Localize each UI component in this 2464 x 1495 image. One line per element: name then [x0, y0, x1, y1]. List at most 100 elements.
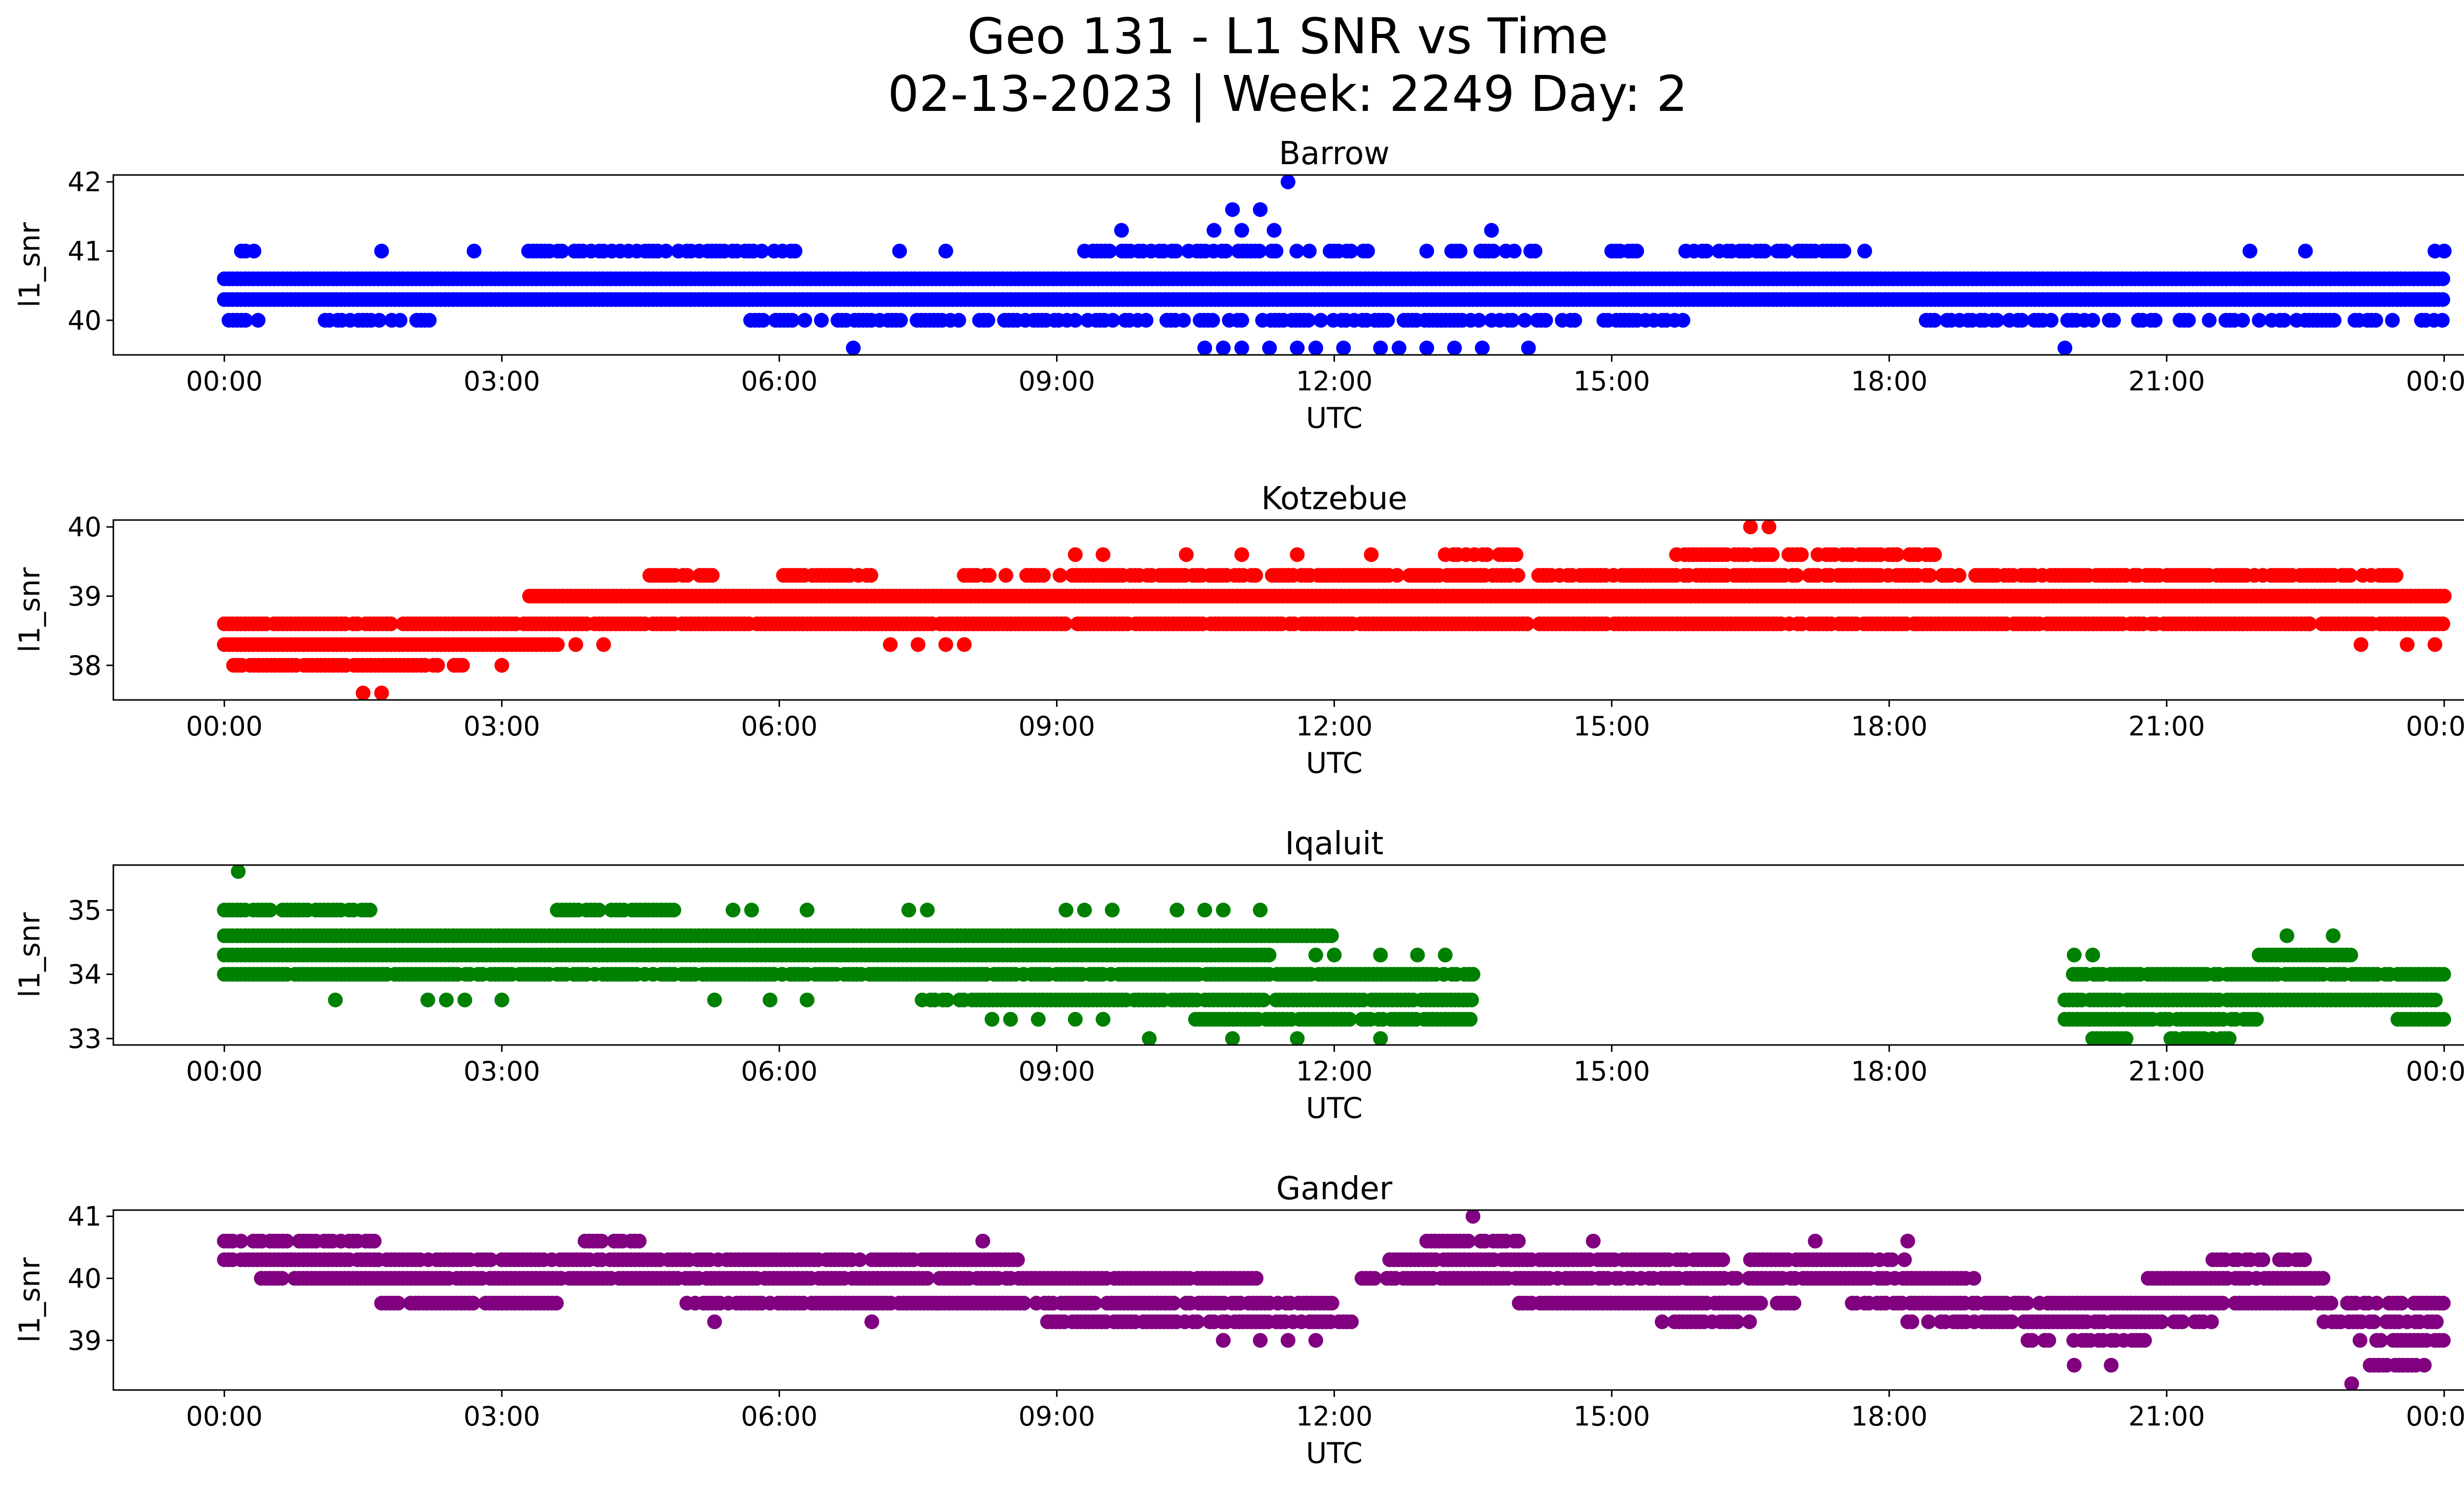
chart-0-point — [1989, 313, 2005, 328]
chart-0-point — [1699, 243, 1714, 259]
chart-0-point — [2436, 243, 2452, 259]
chart-1-xtick-label: 06:00 — [741, 711, 818, 742]
chart-1-point — [383, 616, 399, 631]
chart-0-ylabel: l1_snr — [13, 222, 46, 308]
chart-0-point — [2148, 313, 2163, 328]
chart-3-point — [594, 1233, 609, 1249]
chart-0-point — [1336, 341, 1351, 355]
chart-1-xtick-label: 12:00 — [1296, 711, 1373, 742]
chart-0-point — [1253, 202, 1268, 217]
chart-2-xtick-label: 09:00 — [1019, 1056, 1095, 1087]
chart-1-point — [957, 637, 972, 652]
chart-0-xtick-label: 09:00 — [1019, 366, 1095, 397]
chart-1-xtick-label: 00:00 — [2406, 711, 2464, 742]
chart-2-point — [2119, 1031, 2134, 1045]
chart-1-point — [910, 637, 925, 652]
chart-0-point — [658, 243, 674, 259]
chart-2-point — [1142, 1031, 1157, 1045]
chart-1-point — [1794, 547, 1809, 562]
chart-0-point — [1527, 243, 1542, 259]
chart-0-point — [1419, 243, 1435, 259]
chart-0-point — [2085, 313, 2100, 328]
chart-2-point — [591, 903, 607, 918]
chart-1-point — [2353, 637, 2368, 652]
chart-0-point — [1472, 313, 1487, 328]
chart-0-points — [217, 175, 2452, 355]
chart-0-point — [1447, 341, 1462, 355]
chart-1-point — [1927, 547, 1942, 562]
chart-0-point — [2435, 313, 2450, 328]
chart-2-point — [1466, 967, 1480, 982]
chart-0-point — [1234, 223, 1249, 238]
chart-0-title: Barrow — [1279, 136, 1390, 172]
chart-0-point — [1197, 341, 1212, 355]
chart-0-point — [1538, 313, 1553, 328]
chart-0-point — [1176, 313, 1191, 328]
chart-0-ytick-label: 40 — [68, 305, 102, 336]
chart-3-point — [279, 1233, 294, 1249]
chart-2-xtick-label: 06:00 — [741, 1056, 818, 1087]
chart-1-point — [494, 658, 510, 673]
chart-0-point — [1289, 243, 1304, 259]
chart-2-ytick-label: 34 — [68, 959, 102, 990]
chart-0-point — [1102, 243, 1117, 259]
figure-title-line2: 02-13-2023 | Week: 2249 Day: 2 — [888, 65, 1687, 123]
chart-2-point — [1095, 1011, 1111, 1027]
chart-1-point — [355, 686, 371, 700]
chart-2-point — [1463, 1011, 1478, 1027]
chart-1-point — [1390, 568, 1405, 583]
chart-3-point — [1715, 1252, 1730, 1267]
chart-0-point — [422, 313, 437, 328]
chart-1-point — [2389, 568, 2404, 583]
chart-2-point — [799, 992, 815, 1008]
chart-0-point — [1168, 243, 1184, 259]
chart-0-xtick-label: 06:00 — [741, 366, 818, 397]
chart-1-point — [982, 568, 997, 583]
chart-2-xtick-label: 15:00 — [1574, 1056, 1650, 1087]
chart-0-ytick-label: 42 — [68, 167, 102, 198]
chart-0-xtick-label: 00:00 — [186, 366, 263, 397]
chart-2-xtick-label: 00:00 — [186, 1056, 263, 1087]
chart-2-point — [920, 903, 935, 918]
chart-1-point — [1889, 547, 1905, 562]
chart-3-point — [1729, 1271, 1744, 1286]
chart-2-xtick-label: 18:00 — [1851, 1056, 1928, 1087]
chart-0-point — [246, 243, 262, 259]
chart-0-point — [2181, 313, 2196, 328]
chart-1-point — [938, 637, 954, 652]
chart-2-point — [420, 992, 436, 1008]
chart-0-point — [1300, 313, 1316, 328]
chart-3-point — [632, 1233, 647, 1249]
chart-0-point — [1629, 243, 1644, 259]
chart-1-point — [680, 568, 695, 583]
chart-0-point — [893, 313, 908, 328]
chart-1-point — [568, 637, 583, 652]
chart-0-point — [1927, 313, 1942, 328]
chart-3-point — [234, 1233, 248, 1249]
chart-0-point — [1567, 313, 1582, 328]
chart-0-point — [1380, 313, 1395, 328]
chart-0-point — [1268, 243, 1284, 259]
chart-0-xtick-label: 03:00 — [463, 366, 540, 397]
chart-1-ytick-label: 39 — [68, 581, 102, 612]
chart-0-point — [754, 243, 769, 259]
chart-0-point — [1836, 243, 1851, 259]
chart-2-title: Iqaluit — [1285, 826, 1384, 862]
chart-0-point — [1216, 341, 1231, 355]
chart-3-point — [483, 1252, 498, 1267]
chart-3-point — [1897, 1252, 1912, 1267]
chart-3-point — [2255, 1252, 2270, 1267]
chart-0-point — [1262, 341, 1277, 355]
chart-3-points — [217, 1210, 2451, 1390]
chart-0-point — [1452, 243, 1468, 259]
chart-0-point — [1225, 202, 1240, 217]
chart-0-point — [787, 243, 803, 259]
chart-0-point — [1373, 341, 1388, 355]
chart-0-xtick-label: 12:00 — [1296, 366, 1373, 397]
chart-2-point — [2428, 992, 2443, 1008]
chart-2-point — [1410, 947, 1425, 963]
chart-1-point — [455, 658, 470, 673]
